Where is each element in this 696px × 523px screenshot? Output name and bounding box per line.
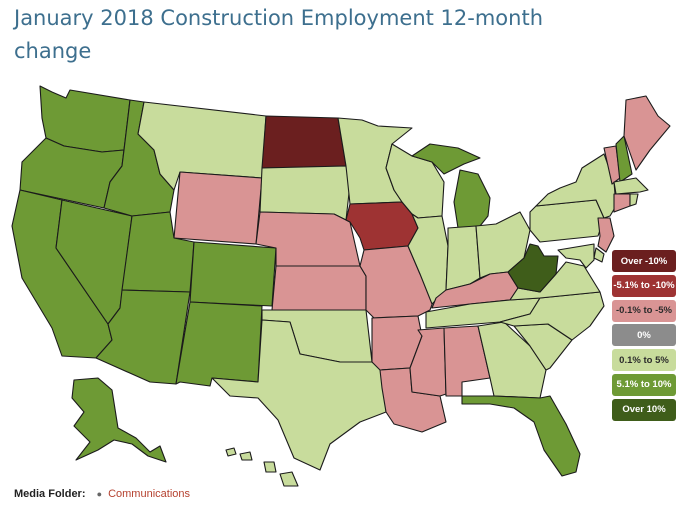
state-HI-1[interactable] — [225, 447, 237, 457]
tag-icon: ● — [96, 489, 103, 499]
legend-item: Over -10% — [612, 250, 676, 272]
state-IA[interactable] — [345, 201, 419, 251]
state-CO[interactable] — [189, 241, 277, 307]
state-MD[interactable] — [557, 243, 595, 269]
state-NJ[interactable] — [597, 217, 615, 253]
state-HI-2[interactable] — [239, 451, 253, 461]
state-HI-3[interactable] — [263, 461, 277, 473]
state-RI[interactable] — [629, 193, 639, 207]
communications-link[interactable]: Communications — [108, 488, 190, 500]
page-title: January 2018 Construction Employment 12-… — [14, 6, 544, 63]
legend-item: 0% — [612, 324, 676, 347]
state-GA[interactable] — [477, 321, 547, 399]
us-map — [0, 78, 696, 488]
media-folder-label: Media Folder: — [14, 488, 86, 500]
legend-item: 5.1% to 10% — [612, 373, 676, 396]
state-WY[interactable] — [173, 171, 263, 245]
state-FL[interactable] — [461, 395, 581, 477]
footer: Media Folder: ● Communications — [14, 488, 190, 500]
state-NC[interactable] — [499, 291, 605, 341]
legend-item: Over 10% — [612, 398, 676, 421]
state-NH[interactable] — [615, 135, 633, 183]
state-MI-UP[interactable] — [411, 143, 481, 175]
legend: Over -10% -5.1% to -10% -0.1% to -5% 0% 0.1%… — [612, 250, 680, 424]
state-CT[interactable] — [613, 193, 631, 213]
state-IN[interactable] — [445, 225, 481, 291]
state-AK[interactable] — [71, 377, 167, 463]
state-AZ[interactable] — [95, 289, 191, 385]
state-KS[interactable] — [271, 265, 367, 311]
state-MI[interactable] — [453, 169, 491, 229]
legend-item: -0.1% to -5% — [612, 299, 676, 322]
state-TX[interactable] — [211, 319, 387, 471]
state-ME[interactable] — [623, 95, 671, 171]
state-MA[interactable] — [613, 177, 649, 195]
legend-item: -5.1% to -10% — [612, 274, 676, 297]
legend-item: 0.1% to 5% — [612, 349, 676, 372]
state-NM[interactable] — [175, 301, 263, 387]
state-PA[interactable] — [529, 199, 605, 243]
us-map-svg — [11, 85, 671, 487]
state-HI-4[interactable] — [279, 471, 299, 487]
state-WV[interactable] — [507, 243, 559, 293]
state-DE[interactable] — [593, 247, 605, 263]
state-ND[interactable] — [261, 115, 347, 169]
